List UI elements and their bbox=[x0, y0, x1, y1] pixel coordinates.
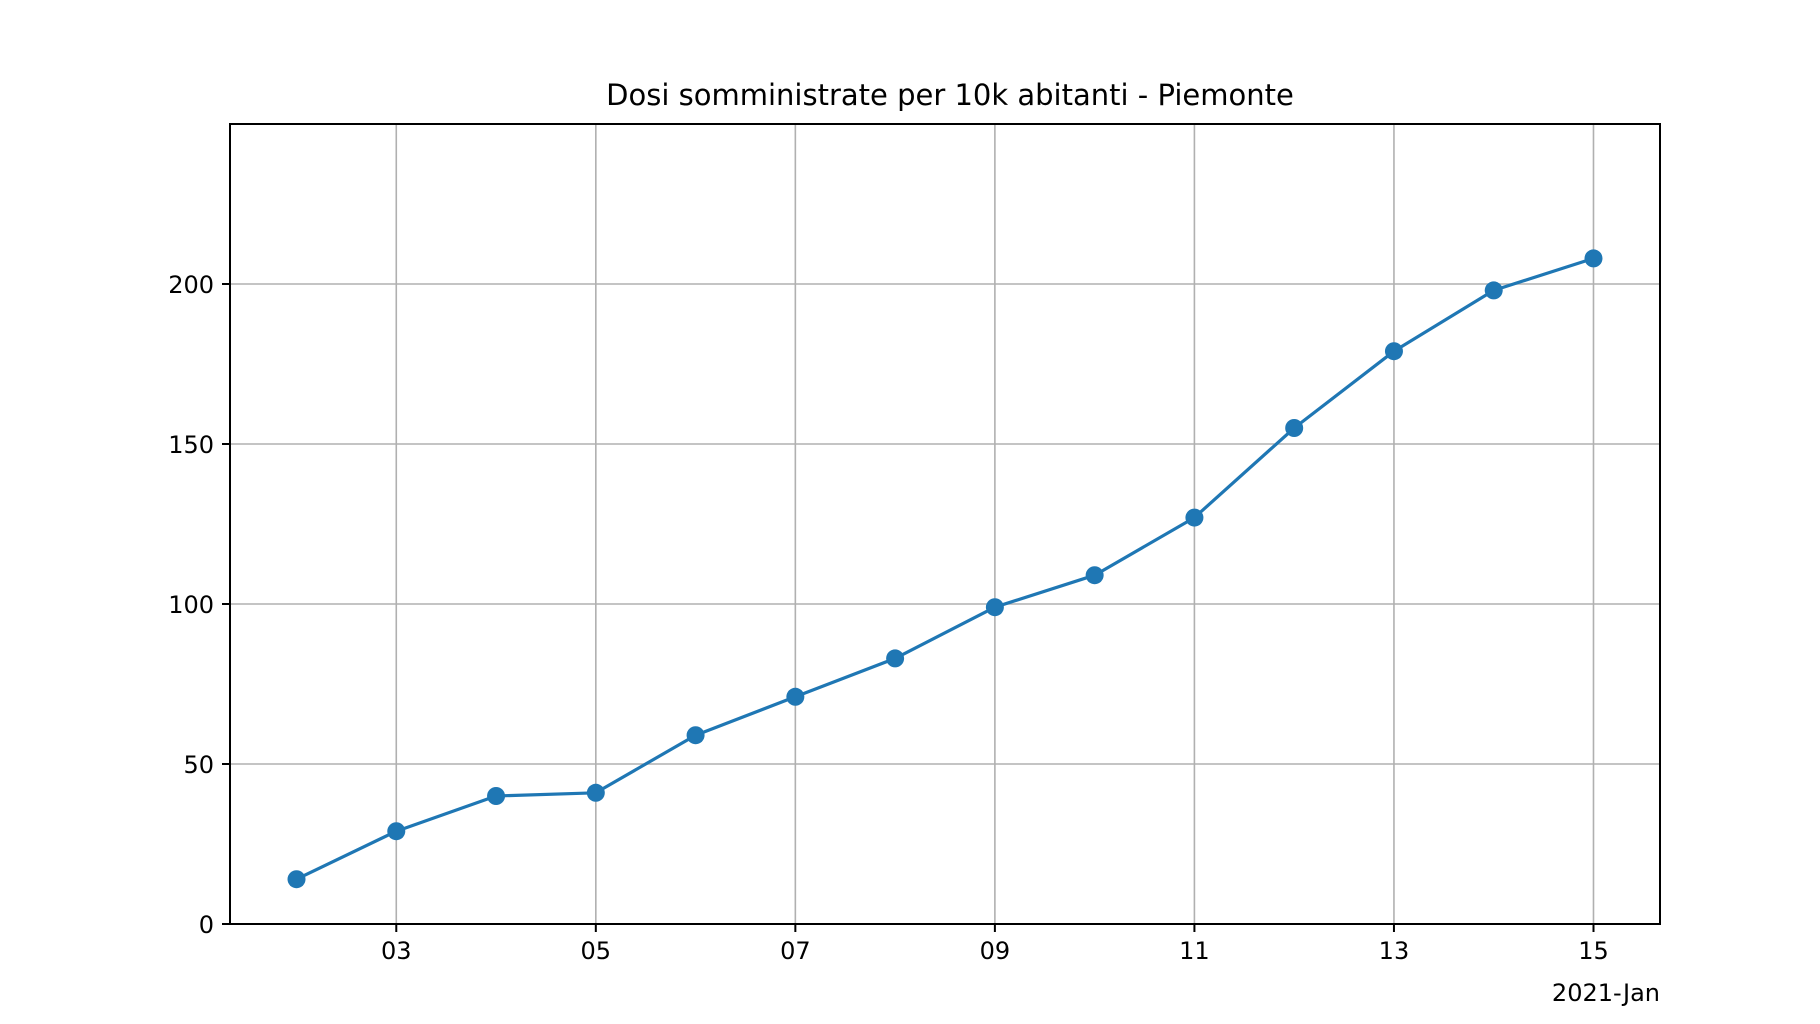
grid-lines bbox=[230, 124, 1660, 925]
y-tick-label: 100 bbox=[168, 591, 214, 619]
chart-title: Dosi somministrate per 10k abitanti - Pi… bbox=[606, 78, 1294, 112]
x-axis-offset-label: 2021-Jan bbox=[1552, 979, 1660, 1007]
x-tick-label: 15 bbox=[1578, 937, 1609, 965]
data-point bbox=[786, 687, 805, 706]
data-point bbox=[985, 598, 1004, 617]
data-point bbox=[387, 822, 406, 841]
x-tick-label: 11 bbox=[1179, 937, 1210, 965]
x-tick-label: 05 bbox=[581, 937, 612, 965]
data-point bbox=[1285, 419, 1304, 437]
x-tick-label: 03 bbox=[381, 937, 412, 965]
data-point bbox=[1384, 342, 1403, 361]
data-point bbox=[586, 783, 605, 802]
data-point bbox=[487, 787, 506, 805]
series-line bbox=[294, 256, 1596, 881]
data-point bbox=[1185, 508, 1204, 527]
data-point bbox=[1584, 249, 1603, 268]
x-tick-label: 07 bbox=[780, 937, 811, 965]
y-tick-label: 50 bbox=[183, 751, 214, 779]
data-point bbox=[886, 649, 905, 668]
y-tick-label: 200 bbox=[168, 271, 214, 299]
data-point bbox=[287, 870, 306, 889]
x-tick-label: 09 bbox=[980, 937, 1011, 965]
series-layer bbox=[287, 249, 1603, 889]
x-tick-label: 13 bbox=[1379, 937, 1410, 965]
axes-frame bbox=[229, 123, 1661, 925]
data-point bbox=[1484, 281, 1503, 300]
y-tick-label: 0 bbox=[199, 911, 214, 939]
data-point bbox=[686, 726, 705, 745]
y-tick-label: 150 bbox=[168, 431, 214, 459]
data-point bbox=[1085, 566, 1104, 585]
